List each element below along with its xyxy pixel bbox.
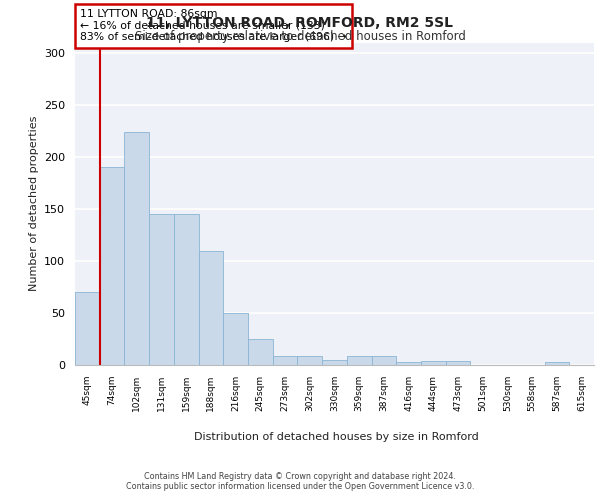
Bar [223, 313, 248, 365]
Bar [248, 339, 273, 365]
Bar [545, 362, 569, 365]
Bar [124, 132, 149, 365]
Text: 11, LYTTON ROAD, ROMFORD, RM2 5SL: 11, LYTTON ROAD, ROMFORD, RM2 5SL [146, 16, 454, 30]
Bar [273, 356, 298, 365]
Text: Distribution of detached houses by size in Romford: Distribution of detached houses by size … [194, 432, 478, 442]
Bar [322, 360, 347, 365]
Bar [298, 356, 322, 365]
Bar [100, 168, 124, 365]
Bar [149, 214, 174, 365]
Y-axis label: Number of detached properties: Number of detached properties [29, 116, 38, 292]
Bar [199, 250, 223, 365]
Text: Size of property relative to detached houses in Romford: Size of property relative to detached ho… [134, 30, 466, 43]
Bar [371, 356, 396, 365]
Text: 11 LYTTON ROAD: 86sqm
← 16% of detached houses are smaller (133)
83% of semi-det: 11 LYTTON ROAD: 86sqm ← 16% of detached … [80, 10, 347, 42]
Bar [396, 362, 421, 365]
Bar [174, 214, 199, 365]
Bar [75, 292, 100, 365]
Text: Contains HM Land Registry data © Crown copyright and database right 2024.
Contai: Contains HM Land Registry data © Crown c… [126, 472, 474, 491]
Bar [421, 361, 446, 365]
Bar [347, 356, 371, 365]
Bar [446, 361, 470, 365]
